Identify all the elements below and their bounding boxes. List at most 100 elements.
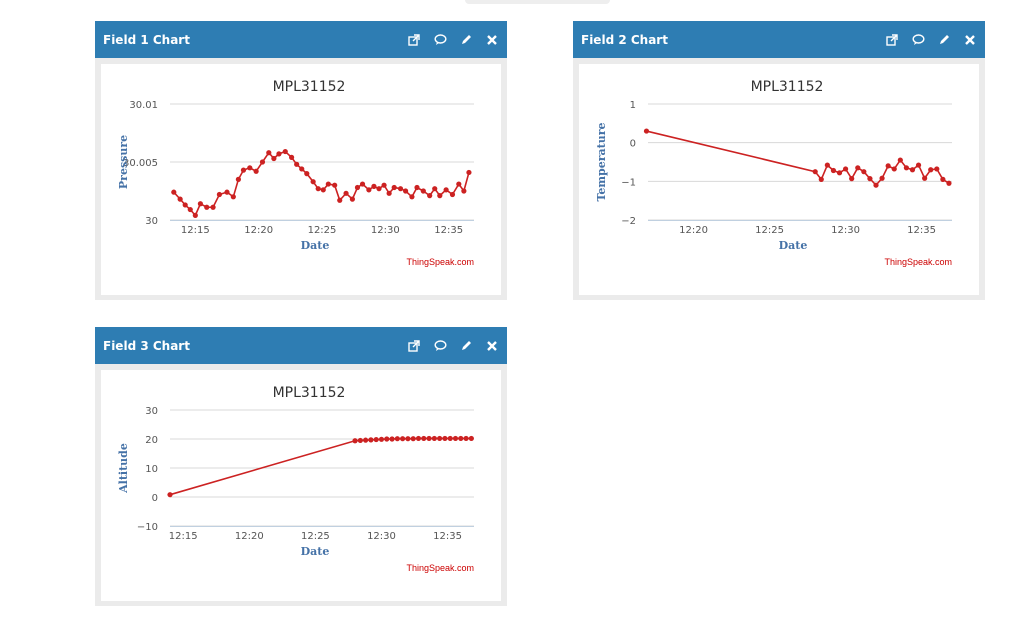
pencil-icon[interactable]: [459, 339, 473, 353]
data-point[interactable]: [421, 435, 427, 442]
data-point[interactable]: [643, 128, 650, 134]
data-point[interactable]: [337, 197, 343, 203]
data-point[interactable]: [879, 175, 885, 181]
data-point[interactable]: [420, 188, 426, 194]
data-point[interactable]: [442, 435, 448, 442]
comment-icon[interactable]: [911, 33, 925, 47]
data-point[interactable]: [849, 176, 855, 182]
data-point[interactable]: [855, 165, 861, 171]
data-point[interactable]: [363, 437, 369, 443]
data-point[interactable]: [366, 187, 372, 193]
data-point[interactable]: [946, 180, 952, 186]
close-icon[interactable]: [485, 33, 499, 47]
data-point[interactable]: [466, 169, 472, 176]
data-point[interactable]: [224, 189, 230, 195]
thingspeak-credit[interactable]: ThingSpeak.com: [884, 257, 952, 267]
data-point[interactable]: [915, 162, 922, 168]
data-point[interactable]: [427, 193, 433, 199]
data-point[interactable]: [824, 162, 830, 168]
data-point[interactable]: [867, 176, 873, 182]
data-point[interactable]: [449, 191, 456, 198]
data-point[interactable]: [928, 167, 934, 173]
data-point[interactable]: [352, 438, 358, 444]
data-point[interactable]: [410, 436, 416, 442]
data-point[interactable]: [177, 196, 183, 202]
data-point[interactable]: [167, 492, 173, 498]
external-link-icon[interactable]: [407, 33, 421, 47]
data-point[interactable]: [216, 191, 222, 198]
data-point[interactable]: [405, 436, 411, 442]
data-point[interactable]: [171, 189, 177, 195]
data-point[interactable]: [276, 151, 282, 157]
data-point[interactable]: [373, 436, 379, 443]
data-point[interactable]: [371, 183, 377, 189]
close-icon[interactable]: [963, 33, 977, 47]
data-point[interactable]: [289, 154, 295, 160]
data-point[interactable]: [299, 166, 305, 172]
data-point[interactable]: [397, 186, 404, 192]
close-icon[interactable]: [485, 339, 499, 353]
data-point[interactable]: [897, 157, 903, 163]
data-point[interactable]: [187, 206, 193, 213]
data-point[interactable]: [400, 436, 406, 442]
data-point[interactable]: [182, 202, 188, 208]
data-point[interactable]: [368, 437, 374, 443]
data-point[interactable]: [437, 193, 443, 199]
data-point[interactable]: [403, 188, 409, 194]
data-point[interactable]: [271, 155, 277, 162]
data-point[interactable]: [357, 437, 363, 444]
data-point[interactable]: [359, 181, 366, 187]
data-point[interactable]: [409, 194, 415, 200]
data-point[interactable]: [230, 194, 236, 200]
thingspeak-credit[interactable]: ThingSpeak.com: [406, 257, 474, 267]
comment-icon[interactable]: [433, 339, 447, 353]
data-point[interactable]: [843, 166, 849, 172]
pencil-icon[interactable]: [937, 33, 951, 47]
data-point[interactable]: [315, 186, 321, 192]
data-point[interactable]: [437, 435, 443, 442]
data-point[interactable]: [431, 435, 437, 442]
data-point[interactable]: [891, 166, 897, 172]
data-point[interactable]: [389, 436, 395, 442]
data-point[interactable]: [463, 435, 469, 442]
data-point[interactable]: [310, 179, 316, 185]
data-point[interactable]: [903, 165, 909, 171]
data-point[interactable]: [432, 186, 438, 192]
data-point[interactable]: [452, 435, 459, 442]
data-point[interactable]: [414, 184, 420, 191]
data-point[interactable]: [294, 161, 300, 167]
data-point[interactable]: [885, 163, 891, 169]
data-point[interactable]: [354, 184, 361, 191]
data-point[interactable]: [940, 176, 946, 182]
data-point[interactable]: [192, 212, 198, 218]
external-link-icon[interactable]: [885, 33, 899, 47]
data-point[interactable]: [447, 435, 453, 442]
data-point[interactable]: [349, 196, 355, 202]
data-point[interactable]: [443, 187, 449, 193]
data-point[interactable]: [266, 150, 272, 156]
data-point[interactable]: [909, 167, 916, 173]
data-point[interactable]: [384, 436, 390, 442]
data-point[interactable]: [394, 436, 400, 442]
data-point[interactable]: [210, 204, 216, 210]
data-point[interactable]: [861, 169, 867, 175]
data-point[interactable]: [461, 188, 467, 194]
data-point[interactable]: [468, 435, 474, 442]
data-point[interactable]: [378, 436, 385, 442]
data-point[interactable]: [426, 435, 432, 442]
data-point[interactable]: [376, 186, 382, 192]
data-point[interactable]: [304, 171, 310, 177]
pencil-icon[interactable]: [459, 33, 473, 47]
data-point[interactable]: [240, 167, 247, 173]
data-point[interactable]: [253, 168, 259, 174]
external-link-icon[interactable]: [407, 339, 421, 353]
data-point[interactable]: [282, 148, 288, 155]
data-point[interactable]: [259, 159, 266, 165]
data-point[interactable]: [332, 182, 338, 188]
data-point[interactable]: [320, 187, 326, 193]
data-point[interactable]: [235, 176, 241, 182]
data-point[interactable]: [456, 181, 462, 187]
data-point[interactable]: [818, 176, 824, 182]
data-point[interactable]: [343, 190, 349, 196]
thingspeak-credit[interactable]: ThingSpeak.com: [406, 563, 474, 573]
